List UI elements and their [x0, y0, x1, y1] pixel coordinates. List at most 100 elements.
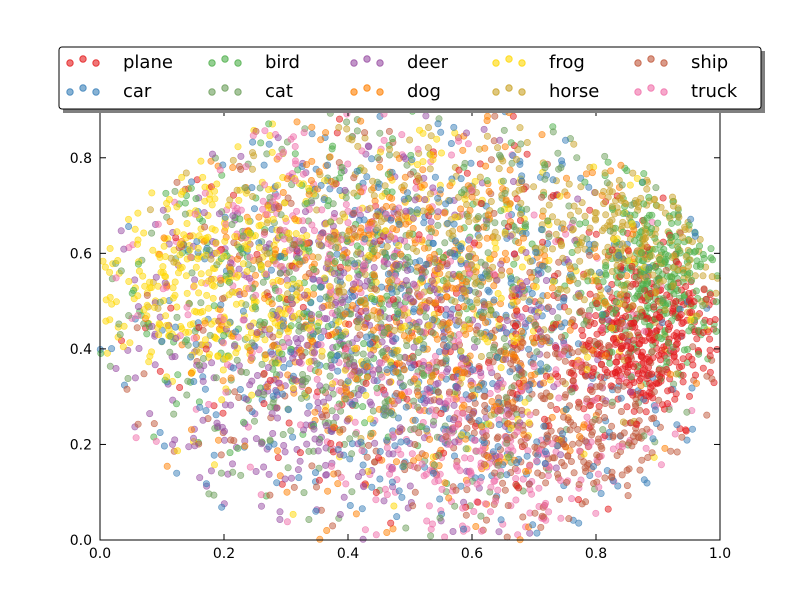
data-point-plane	[542, 372, 550, 380]
data-point-horse	[674, 204, 682, 212]
data-point-deer	[254, 371, 262, 379]
data-point-cat	[471, 288, 479, 296]
data-point-frog	[182, 234, 190, 242]
data-point-car	[368, 483, 376, 491]
data-point-deer	[522, 249, 530, 257]
data-point-horse	[629, 169, 637, 177]
data-point-plane	[628, 262, 636, 270]
data-point-frog	[549, 278, 557, 286]
data-point-horse	[354, 248, 362, 256]
data-point-horse	[541, 246, 549, 254]
data-point-car	[444, 219, 452, 227]
data-point-truck	[464, 479, 472, 487]
data-point-car	[420, 219, 428, 227]
data-point-bird	[384, 170, 392, 178]
data-point-deer	[428, 277, 436, 285]
data-point-cat	[213, 261, 221, 269]
data-point-car	[218, 503, 226, 511]
data-point-truck	[428, 406, 436, 414]
data-point-ship	[356, 331, 364, 339]
data-point-deer	[268, 350, 276, 358]
data-point-frog	[292, 230, 300, 238]
data-point-ship	[411, 440, 419, 448]
data-point-deer	[322, 422, 330, 430]
data-point-frog	[268, 148, 276, 156]
data-point-ship	[467, 392, 475, 400]
data-point-truck	[447, 151, 455, 159]
data-point-frog	[183, 220, 191, 228]
data-point-ship	[559, 440, 567, 448]
data-point-car	[434, 194, 442, 202]
data-point-car	[418, 274, 426, 282]
data-point-cat	[367, 429, 375, 437]
data-point-ship	[562, 391, 570, 399]
data-point-frog	[197, 157, 205, 165]
data-point-ship	[538, 471, 546, 479]
data-point-deer	[330, 210, 338, 218]
data-point-bird	[712, 298, 720, 306]
data-point-plane	[679, 355, 687, 363]
data-point-frog	[197, 270, 205, 278]
data-point-ship	[547, 401, 555, 409]
data-point-deer	[359, 535, 367, 543]
data-point-dog	[334, 480, 342, 488]
data-point-truck	[466, 454, 474, 462]
data-point-deer	[148, 322, 156, 330]
data-point-ship	[577, 307, 585, 315]
data-point-truck	[486, 508, 494, 516]
data-point-frog	[208, 201, 216, 209]
data-point-horse	[647, 252, 655, 260]
data-point-horse	[501, 230, 509, 238]
data-point-cat	[533, 348, 541, 356]
data-point-ship	[518, 406, 526, 414]
data-point-ship	[620, 429, 628, 437]
data-point-deer	[252, 467, 260, 475]
data-point-car	[561, 136, 569, 144]
data-point-plane	[539, 238, 547, 246]
data-point-dog	[414, 391, 422, 399]
data-point-horse	[226, 196, 234, 204]
data-point-car	[196, 403, 204, 411]
data-point-dog	[588, 169, 596, 177]
data-point-ship	[618, 471, 626, 479]
data-point-bird	[468, 303, 476, 311]
data-point-frog	[165, 196, 173, 204]
data-point-plane	[642, 408, 650, 416]
data-point-horse	[577, 183, 585, 191]
data-point-frog	[195, 289, 203, 297]
data-point-deer	[627, 388, 635, 396]
data-point-car	[429, 469, 437, 477]
data-point-horse	[619, 300, 627, 308]
data-point-bird	[315, 310, 323, 318]
data-point-truck	[201, 189, 209, 197]
data-point-dog	[357, 117, 365, 125]
data-point-frog	[451, 213, 459, 221]
data-point-deer	[450, 401, 458, 409]
data-point-car	[376, 447, 384, 455]
data-point-car	[431, 173, 439, 181]
data-point-truck	[592, 509, 600, 517]
data-point-frog	[509, 298, 517, 306]
data-point-plane	[691, 371, 699, 379]
data-point-frog	[211, 461, 219, 469]
data-point-truck	[585, 312, 593, 320]
data-point-dog	[332, 328, 340, 336]
data-point-truck	[609, 445, 617, 453]
data-point-frog	[178, 263, 186, 271]
data-point-frog	[114, 256, 122, 264]
data-point-deer	[309, 275, 317, 283]
data-point-plane	[554, 372, 562, 380]
data-point-bird	[407, 151, 415, 159]
data-point-deer	[536, 328, 544, 336]
data-point-frog	[457, 347, 465, 355]
data-point-deer	[272, 404, 280, 412]
data-point-car	[392, 335, 400, 343]
data-point-cat	[477, 512, 485, 520]
data-point-deer	[257, 440, 265, 448]
data-point-dog	[283, 488, 291, 496]
data-point-cat	[199, 354, 207, 362]
data-point-truck	[473, 480, 481, 488]
data-point-car	[597, 489, 605, 497]
data-point-cat	[557, 164, 565, 172]
data-point-truck	[287, 135, 295, 143]
